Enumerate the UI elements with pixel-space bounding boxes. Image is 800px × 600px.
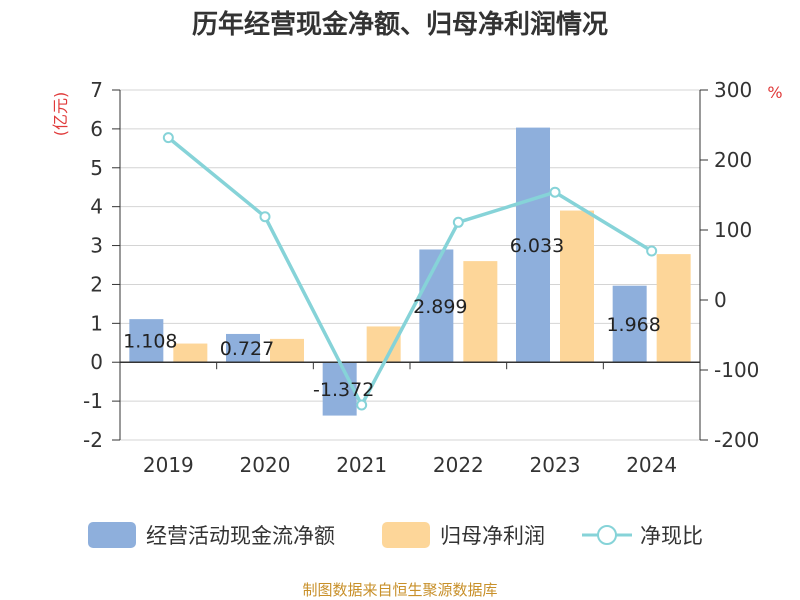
tick-labels: -2 -1 0 1 2 3 4 5 6 7 -200 -100 0 100 200 300 2019 2020 20… — [83, 78, 759, 477]
data-source-note: 制图数据来自恒生聚源数据库 — [302, 581, 497, 599]
line-point-1 — [259, 211, 271, 223]
bar-0-3 — [419, 249, 454, 363]
grid-lines — [120, 89, 700, 441]
line-point-2 — [356, 399, 368, 411]
bar-1-1 — [270, 338, 304, 363]
data-label: 2.899 — [413, 296, 467, 318]
line-point-4 — [549, 186, 561, 198]
legend: 经营活动现金流净额 归母净利润 净现比 — [88, 522, 703, 548]
right-tick-label: 300 — [714, 78, 752, 102]
left-axis-unit: (亿元) — [51, 92, 70, 137]
legend-label-1: 归母净利润 — [440, 524, 545, 548]
left-tick-label: 7 — [90, 78, 103, 102]
ratio-line — [162, 132, 658, 411]
bar-0-0 — [129, 319, 164, 363]
x-tick-label: 2021 — [336, 453, 387, 477]
left-tick-label: 0 — [90, 350, 103, 374]
left-tick-label: 1 — [90, 311, 103, 335]
bar-1-0 — [173, 343, 208, 363]
bar-0-4 — [516, 127, 550, 363]
line-point-5 — [646, 245, 658, 257]
chart-title: 历年经营现金净额、归母净利润情况 — [192, 9, 608, 40]
data-label: 0.727 — [220, 338, 274, 360]
left-tick-label: 5 — [90, 156, 103, 180]
left-tick-label: 4 — [90, 195, 103, 219]
legend-swatch-1 — [382, 522, 430, 548]
left-tick-label: 6 — [90, 117, 103, 141]
right-tick-label: -100 — [714, 358, 759, 382]
bar-marks — [129, 127, 691, 416]
bar-0-5 — [612, 285, 647, 363]
right-axis-unit: % — [767, 83, 782, 102]
legend-marker-2 — [597, 525, 617, 545]
x-tick-label: 2020 — [240, 453, 291, 477]
line-point-0 — [162, 132, 174, 144]
left-tick-label: -2 — [83, 428, 103, 452]
legend-label-2: 净现比 — [640, 524, 703, 548]
bar-0-1 — [226, 333, 260, 363]
legend-label-0: 经营活动现金流净额 — [146, 524, 335, 548]
bar-0-2 — [322, 362, 357, 416]
axes — [112, 89, 708, 441]
legend-swatch-0 — [88, 522, 136, 548]
bar-1-5 — [656, 254, 691, 363]
bar-1-3 — [463, 261, 498, 363]
data-label: 1.108 — [123, 331, 177, 353]
right-tick-label: 0 — [714, 288, 727, 312]
left-tick-label: 2 — [90, 272, 103, 296]
x-tick-label: 2024 — [626, 453, 677, 477]
right-tick-label: -200 — [714, 428, 759, 452]
bar-1-4 — [560, 210, 594, 363]
data-label: 6.033 — [510, 235, 564, 257]
x-tick-label: 2022 — [433, 453, 484, 477]
right-tick-label: 200 — [714, 148, 752, 172]
left-tick-label: -1 — [83, 389, 103, 413]
data-labels: 1.108 0.727 -1.372 2.899 6.033 1.968 — [123, 235, 661, 401]
right-tick-label: 100 — [714, 218, 752, 242]
line-point-3 — [452, 216, 464, 228]
data-label: -1.372 — [313, 379, 374, 401]
left-tick-label: 3 — [90, 234, 103, 258]
data-label: 1.968 — [606, 314, 660, 336]
line-series-2 — [167, 136, 653, 407]
x-tick-label: 2023 — [530, 453, 581, 477]
x-tick-label: 2019 — [143, 453, 194, 477]
